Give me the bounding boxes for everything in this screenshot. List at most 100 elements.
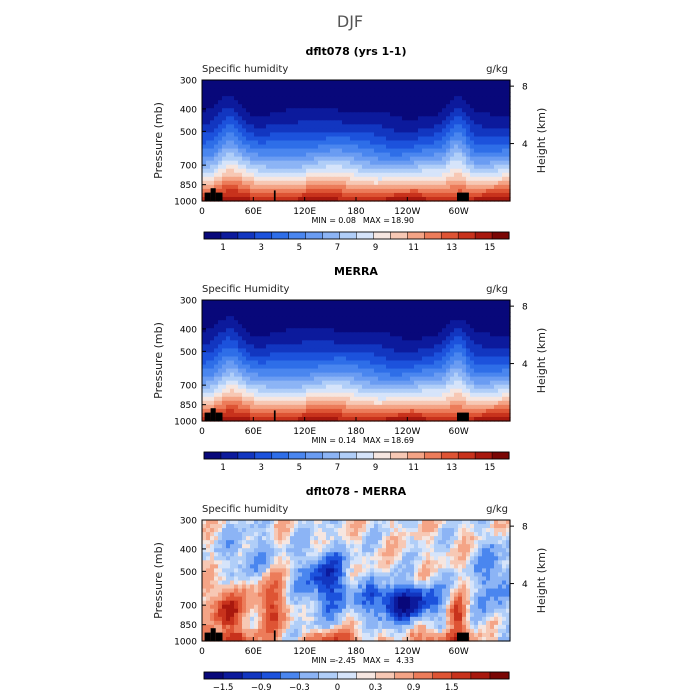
topography-mask — [204, 192, 211, 201]
colorbar: 1 3 5 7 9 11 13 15 — [203, 231, 510, 253]
colorbar-swatch — [451, 671, 472, 680]
colorbar-swatch — [271, 231, 290, 240]
stats-min-value: 0.14 — [338, 436, 356, 445]
y-right-axis-label: Height (km) — [535, 328, 548, 394]
colorbar-swatch — [288, 451, 307, 460]
topography-mask — [210, 408, 216, 421]
colorbar-swatch — [424, 451, 442, 460]
colorbar-swatch — [390, 231, 408, 240]
y-tick-label: 700 — [180, 382, 197, 392]
stats-max-label: MAX = — [363, 656, 390, 665]
x-tick-label: 180 — [347, 207, 364, 217]
topography-mask — [210, 188, 216, 201]
colorbar-label: 15 — [485, 243, 496, 253]
y-tick-label: 300 — [180, 77, 197, 87]
colorbar-swatch — [413, 671, 434, 680]
colorbar-frame — [203, 451, 510, 460]
panel-title: dflt078 (yrs 1-1) — [306, 45, 407, 58]
colorbar-label: 15 — [485, 463, 496, 473]
x-tick-label: 60E — [245, 207, 262, 217]
topography-mask — [204, 632, 211, 641]
colorbar-swatch — [356, 451, 374, 460]
colorbar-swatch — [373, 451, 391, 460]
colorbar-swatch — [432, 671, 453, 680]
stats-max-label: MAX = — [363, 216, 390, 225]
colorbar-swatch — [339, 231, 358, 240]
panel-units-label: g/kg — [486, 64, 508, 75]
x-tick-label: 60E — [245, 647, 262, 657]
y-tick-label: 1000 — [174, 198, 197, 208]
stats-min-value: 0.08 — [338, 216, 356, 225]
colorbar-swatch — [474, 231, 493, 240]
colorbar-swatch — [280, 671, 300, 680]
y-tick-label: 500 — [180, 128, 197, 138]
x-tick-label: 120E — [293, 647, 316, 657]
colorbar-swatch — [356, 231, 374, 240]
topography-mask — [273, 190, 276, 201]
colorbar-swatch — [489, 671, 510, 680]
colorbar-swatch — [254, 231, 273, 240]
colorbar-swatch — [337, 671, 358, 680]
colorbar-swatch — [390, 451, 408, 460]
stats-min-value: -2.45 — [335, 656, 356, 665]
colorbar-swatch — [407, 231, 425, 240]
panel-1: dflt078 (yrs 1-1) Specific humidity g/kg 30… — [152, 45, 548, 253]
colorbar-swatch — [220, 451, 239, 460]
y-tick-label: 500 — [180, 568, 197, 578]
stats-min-label: MIN = — [312, 436, 337, 445]
colorbar-label: −0.9 — [251, 683, 272, 693]
colorbar-label: 3 — [258, 463, 263, 473]
x-tick-label: 0 — [199, 207, 205, 217]
colorbar-swatch — [394, 671, 415, 680]
x-tick-label: 60W — [448, 427, 468, 437]
colorbar-label: 9 — [373, 463, 378, 473]
x-tick-label: 120W — [394, 647, 420, 657]
colorbar-swatch — [237, 451, 256, 460]
stats-max-value: 18.69 — [391, 436, 414, 445]
topography-mask — [457, 632, 466, 641]
stats-min-label: MIN = — [312, 216, 337, 225]
colorbar-label: −0.3 — [289, 683, 310, 693]
y-tick-label: 400 — [180, 105, 197, 115]
y-tick-label: 850 — [180, 401, 197, 411]
panel-units-label: g/kg — [486, 284, 508, 295]
stats-max-value: 4.33 — [396, 656, 414, 665]
stats-max-label: MAX = — [363, 436, 390, 445]
colorbar-label: 13 — [446, 243, 457, 253]
topography-mask — [273, 630, 276, 641]
colorbar-label: 1 — [220, 463, 225, 473]
colorbar-swatch — [305, 231, 324, 240]
colorbar-swatch — [440, 451, 459, 460]
x-tick-label: 60W — [448, 647, 468, 657]
x-tick-label: 60W — [448, 207, 468, 217]
colorbar-swatch — [305, 451, 324, 460]
panel-3: dflt078 - MERRA Specific humidity g/kg 300 4… — [152, 485, 548, 693]
colorbar-swatch — [241, 671, 262, 680]
y-right-tick-label: 4 — [522, 360, 528, 370]
y-right-axis-label: Height (km) — [535, 548, 548, 614]
y-tick-label: 850 — [180, 181, 197, 191]
colorbar-swatch — [271, 451, 290, 460]
colorbar-swatch — [237, 231, 256, 240]
y-tick-label: 300 — [180, 297, 197, 307]
y-right-tick-label: 8 — [522, 83, 528, 93]
panel-units-label: g/kg — [486, 504, 508, 515]
colorbar-label: 0.9 — [407, 683, 421, 693]
y-tick-label: 700 — [180, 162, 197, 172]
topography-mask — [215, 192, 223, 201]
y-right-tick-label: 8 — [522, 523, 528, 533]
colorbar-swatch — [356, 671, 377, 680]
y-right-tick-label: 4 — [522, 580, 528, 590]
y-tick-label: 400 — [180, 545, 197, 555]
panel-variable-label: Specific humidity — [202, 64, 288, 75]
topography-mask — [457, 412, 466, 421]
colorbar-swatch — [407, 451, 425, 460]
topography-mask — [215, 632, 223, 641]
colorbar-swatch — [288, 231, 307, 240]
colorbar-swatch — [322, 231, 341, 240]
panel-variable-label: Specific Humidity — [202, 284, 290, 295]
topography-mask — [457, 192, 466, 201]
y-axis-label: Pressure (mb) — [152, 542, 165, 619]
colorbar-label: 7 — [335, 463, 340, 473]
